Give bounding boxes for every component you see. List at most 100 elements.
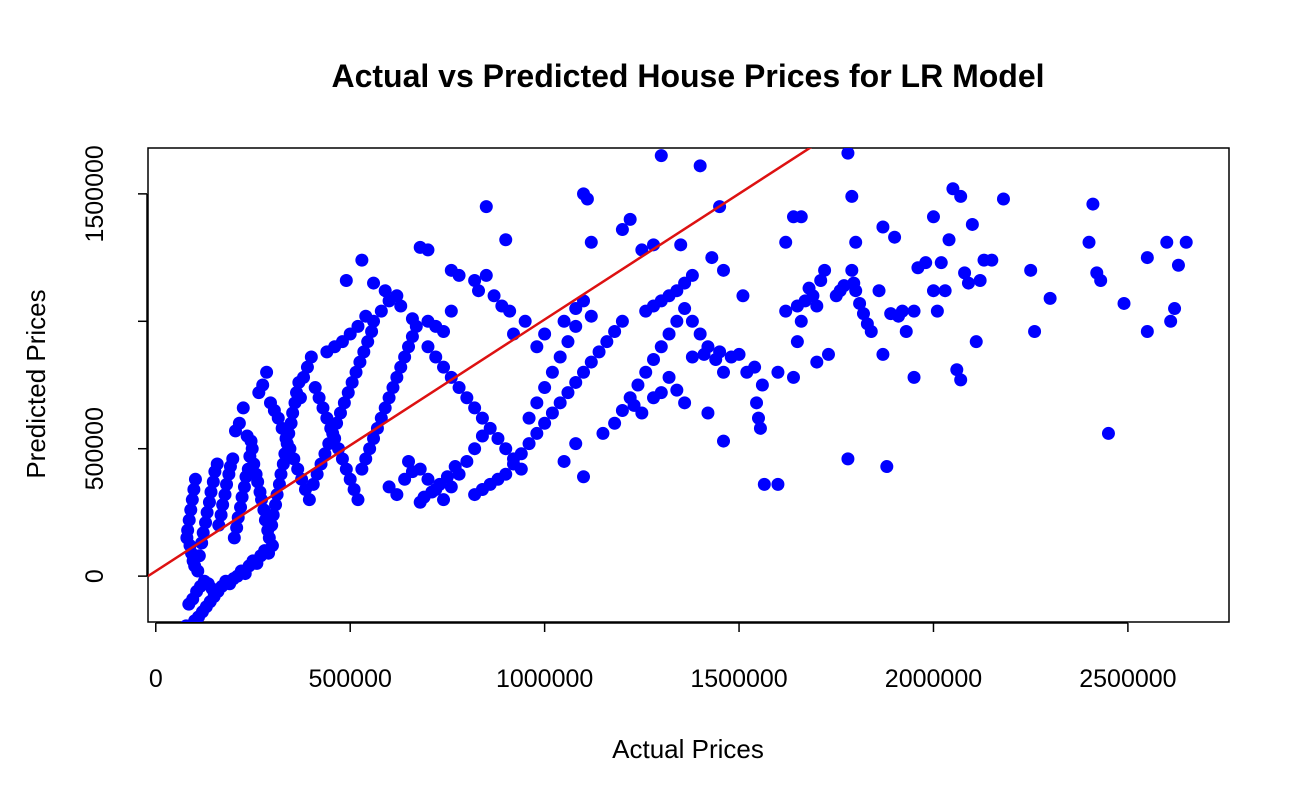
data-point	[300, 360, 314, 374]
data-point	[674, 238, 688, 252]
data-point	[1117, 296, 1131, 310]
data-point	[293, 391, 307, 405]
data-point	[374, 411, 388, 425]
data-point	[685, 314, 699, 328]
data-point	[216, 498, 230, 512]
plot-area	[147, 147, 1230, 623]
data-point	[969, 335, 983, 349]
data-point	[771, 477, 785, 491]
data-point	[355, 462, 369, 476]
data-point	[475, 411, 489, 425]
data-point	[181, 523, 195, 537]
data-point	[316, 401, 330, 415]
data-point	[1160, 235, 1174, 249]
data-point	[367, 432, 381, 446]
data-point	[654, 149, 668, 163]
data-point	[750, 396, 764, 410]
data-point	[1140, 251, 1154, 265]
data-point	[398, 350, 412, 364]
data-point	[304, 350, 318, 364]
data-point	[452, 381, 466, 395]
data-point	[662, 327, 676, 341]
data-point	[876, 347, 890, 361]
data-point	[214, 508, 228, 522]
data-point	[751, 411, 765, 425]
data-point	[926, 210, 940, 224]
data-point	[845, 263, 859, 277]
data-point	[841, 148, 855, 160]
data-point	[716, 263, 730, 277]
data-point	[390, 289, 404, 303]
data-point	[188, 472, 202, 486]
data-point	[184, 503, 198, 517]
data-point	[487, 289, 501, 303]
data-point	[274, 467, 288, 481]
data-point	[468, 442, 482, 456]
data-point	[740, 365, 754, 379]
data-point	[312, 391, 326, 405]
y-axis: 0 500000 1500000	[81, 145, 148, 583]
data-point	[522, 437, 536, 451]
data-point	[853, 296, 867, 310]
data-point	[374, 304, 388, 318]
data-point	[1024, 263, 1038, 277]
data-point	[421, 243, 435, 257]
data-point	[440, 470, 454, 484]
data-point	[514, 447, 528, 461]
data-point	[429, 350, 443, 364]
data-point	[615, 223, 629, 237]
data-point	[794, 210, 808, 224]
data-point	[324, 421, 338, 435]
data-point	[942, 233, 956, 247]
data-point	[452, 268, 466, 282]
data-point	[335, 452, 349, 466]
data-point	[191, 564, 205, 578]
data-point	[1171, 258, 1185, 272]
data-point	[538, 416, 552, 430]
data-point	[697, 347, 711, 361]
data-point	[965, 217, 979, 231]
data-point	[950, 363, 964, 377]
data-point	[275, 421, 289, 435]
data-point	[349, 365, 363, 379]
data-point	[448, 460, 462, 474]
data-point	[973, 274, 987, 288]
data-point	[367, 276, 381, 290]
data-point	[580, 192, 594, 206]
data-point	[302, 493, 316, 507]
data-point	[251, 475, 265, 489]
data-point	[220, 477, 234, 491]
data-point	[187, 482, 201, 496]
data-point	[472, 284, 486, 298]
data-point	[255, 493, 269, 507]
data-point	[569, 319, 583, 333]
data-point	[961, 276, 975, 290]
data-point	[402, 454, 416, 468]
data-point	[235, 490, 249, 504]
data-point	[256, 378, 270, 392]
data-point	[985, 253, 999, 267]
data-point	[271, 411, 285, 425]
data-point	[247, 457, 261, 471]
data-point	[557, 454, 571, 468]
data-point	[623, 212, 637, 226]
y-tick-label: 500000	[81, 407, 109, 490]
data-point	[662, 370, 676, 384]
data-point	[437, 324, 451, 338]
data-point	[938, 284, 952, 298]
data-point	[654, 386, 668, 400]
reference-line	[148, 148, 813, 578]
data-point	[701, 406, 715, 420]
data-point	[437, 360, 451, 374]
data-point	[557, 314, 571, 328]
data-point	[584, 355, 598, 369]
data-point	[347, 482, 361, 496]
data-point	[291, 462, 305, 476]
data-point	[394, 360, 408, 374]
data-point	[779, 304, 793, 318]
data-point	[262, 531, 276, 545]
data-point	[437, 493, 451, 507]
x-tick-label: 2000000	[885, 665, 982, 693]
data-point	[888, 230, 902, 244]
